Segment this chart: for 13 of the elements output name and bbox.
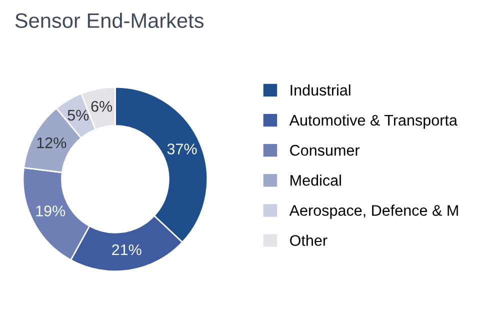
legend-label: Consumer	[290, 144, 360, 156]
legend-label: Automotive & Transporta	[289, 114, 458, 129]
legend-label: Industrial	[290, 84, 350, 96]
chart-title: Sensor End-Markets	[15, 12, 204, 28]
legend-label: Other	[290, 234, 328, 246]
legend-label: Medical	[290, 174, 341, 186]
data-label: 6%	[91, 100, 112, 112]
data-label: 21%	[112, 244, 142, 256]
data-label: 12%	[37, 137, 66, 148]
data-label: 5%	[68, 110, 89, 121]
data-label: 37%	[167, 144, 197, 154]
data-label: 19%	[36, 206, 66, 216]
legend-label: Aerospace, Defence & M	[289, 204, 458, 219]
